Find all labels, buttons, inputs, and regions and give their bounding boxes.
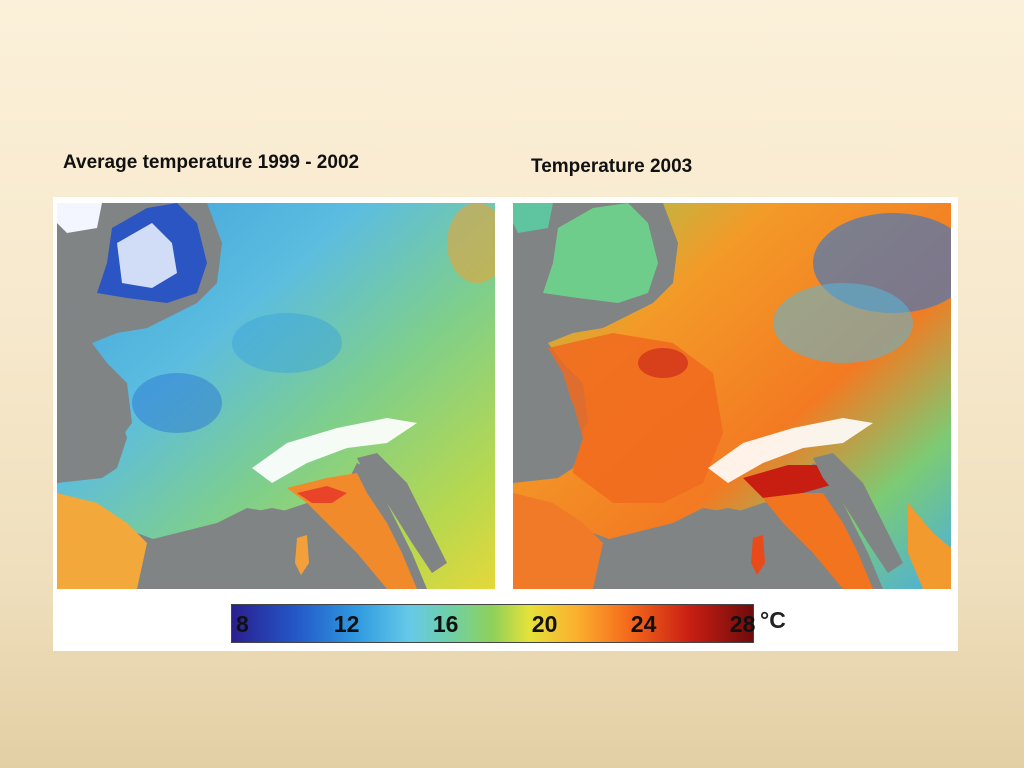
scale-tick: 12 (333, 611, 360, 637)
scale-tick: 20 (531, 611, 558, 637)
scale-tick: 24 (630, 611, 657, 637)
scale-tick: 16 (432, 611, 459, 637)
scale-unit-label: °C (760, 607, 786, 633)
scale-tick: 28 (729, 611, 756, 637)
temperature-map-1999-2002 (57, 203, 495, 589)
temperature-color-scale: 8 12 16 20 24 28 (231, 604, 756, 643)
temperature-figure: 8 12 16 20 24 28 °C (53, 197, 958, 651)
scale-tick: 8 (236, 611, 249, 637)
temperature-map-2003 (513, 203, 951, 589)
europe-map-svg-right (513, 203, 951, 589)
europe-map-svg-left (57, 203, 495, 589)
map-title-left: Average temperature 1999 - 2002 (63, 152, 360, 173)
map-title-right: Temperature 2003 (531, 156, 693, 177)
